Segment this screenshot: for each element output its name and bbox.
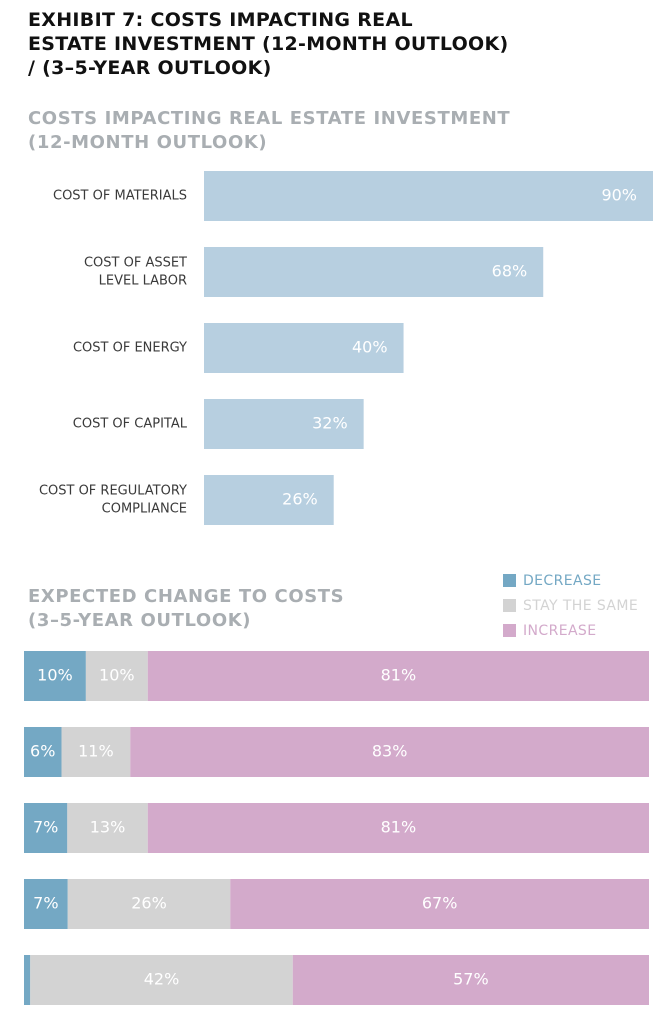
chart2-title-line: (3–5-YEAR OUTLOOK) — [28, 610, 252, 631]
chart2-title: EXPECTED CHANGE TO COSTS (3–5-YEAR OUTLO… — [28, 585, 368, 633]
legend-label-increase: INCREASE — [523, 622, 597, 639]
category-label: COST OF REGULATORY — [39, 484, 187, 499]
chart1-title-line: (12-MONTH OUTLOOK) — [28, 132, 268, 153]
value-label: 57% — [453, 970, 489, 989]
value-label: 13% — [90, 818, 126, 837]
value-label: 81% — [381, 818, 417, 837]
value-label: 83% — [372, 742, 408, 761]
value-label: 40% — [352, 338, 388, 357]
segment-increase — [147, 651, 649, 701]
segment-decrease — [24, 955, 31, 1005]
value-label: 10% — [37, 666, 73, 685]
segment-increase — [230, 879, 649, 929]
value-label: 7% — [33, 818, 58, 837]
value-label: 7% — [33, 894, 58, 913]
value-label: 42% — [144, 970, 180, 989]
value-label: 10% — [99, 666, 135, 685]
value-label: 26% — [282, 490, 318, 509]
value-label: 6% — [30, 742, 55, 761]
value-label: 68% — [492, 262, 528, 281]
category-label: COST OF ASSET — [84, 256, 187, 271]
exhibit-title: EXHIBIT 7: COSTS IMPACTING REAL ESTATE I… — [28, 8, 648, 80]
category-label: COST OF CAPITAL — [73, 417, 188, 432]
value-label: 67% — [422, 894, 458, 913]
legend-item-increase: INCREASE — [503, 618, 638, 643]
category-label: COMPLIANCE — [102, 502, 187, 517]
segment-decrease — [24, 727, 62, 777]
legend-swatch-decrease — [503, 574, 516, 587]
legend-swatch-increase — [503, 624, 516, 637]
value-label: 32% — [312, 414, 348, 433]
segment-decrease — [24, 651, 86, 701]
segment-decrease — [24, 803, 68, 853]
cost-impact-bar-chart: COST OF MATERIALS 90% COST OF ASSET LEVEL L… — [39, 171, 653, 525]
value-label: 81% — [381, 666, 417, 685]
exhibit-title-line: / (3–5-YEAR OUTLOOK) — [28, 57, 272, 79]
value-label: 26% — [131, 894, 167, 913]
exhibit-title-line: EXHIBIT 7: COSTS IMPACTING REAL — [28, 9, 413, 31]
legend-label-stay-the-same: STAY THE SAME — [523, 597, 639, 614]
category-label: COST OF ENERGY — [73, 341, 187, 356]
value-label: 90% — [601, 186, 637, 205]
segment-decrease — [24, 879, 68, 929]
bar-4 — [204, 475, 334, 525]
exhibit-title-line: ESTATE INVESTMENT (12-MONTH OUTLOOK) — [28, 33, 509, 55]
legend-swatch-stay-the-same — [503, 599, 516, 612]
legend-item-decrease: DECREASE — [503, 568, 638, 593]
segment-increase — [147, 803, 649, 853]
legend-item-stay-the-same: STAY THE SAME — [503, 593, 638, 618]
chart2-title-line: EXPECTED CHANGE TO COSTS — [28, 586, 345, 607]
chart1-title: COSTS IMPACTING REAL ESTATE INVESTMENT (… — [28, 107, 548, 155]
segment-stay-same — [67, 879, 231, 929]
bar-3 — [204, 399, 364, 449]
segment-stay-same — [61, 727, 131, 777]
segment-stay-same — [67, 803, 148, 853]
category-label: LEVEL LABOR — [99, 274, 187, 289]
value-label: 11% — [78, 742, 114, 761]
segment-stay-same — [30, 955, 293, 1005]
category-label: COST OF MATERIALS — [53, 189, 187, 204]
chart2-legend: DECREASE STAY THE SAME INCREASE — [503, 568, 638, 643]
bar-0 — [204, 171, 653, 221]
legend-label-decrease: DECREASE — [523, 572, 602, 589]
expected-change-stacked-bar-chart: 10% 10% 81% 6% 11% 83% 7% 13% 81% 7% 26% 67% 42% 57% — [24, 651, 649, 1005]
bar-2 — [204, 323, 404, 373]
bar-1 — [204, 247, 544, 297]
chart1-title-line: COSTS IMPACTING REAL ESTATE INVESTMENT — [28, 108, 511, 129]
segment-stay-same — [85, 651, 148, 701]
segment-increase — [130, 727, 649, 777]
segment-increase — [292, 955, 649, 1005]
